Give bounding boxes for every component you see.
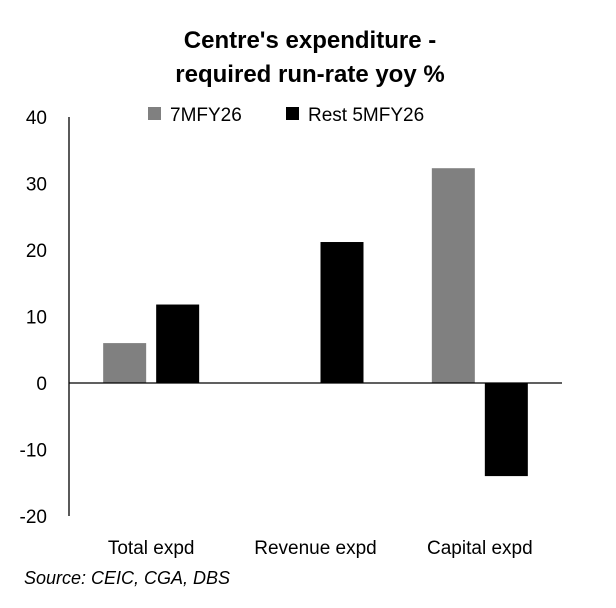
bar-rest-5mfy26-total-expd <box>156 304 200 383</box>
legend-swatch-rest-5mfy26 <box>286 107 299 120</box>
bars <box>103 168 528 477</box>
y-tick-label: 20 <box>26 241 47 262</box>
y-tick-label: 40 <box>26 108 47 129</box>
source-note: Source: CEIC, CGA, DBS <box>24 568 230 588</box>
legend-swatch-7mfy26 <box>148 107 161 120</box>
x-category-label: Revenue expd <box>254 538 377 559</box>
bar-7mfy26-total-expd <box>103 343 147 383</box>
bar-rest-5mfy26-capital-expd <box>484 383 528 477</box>
y-tick-label: -20 <box>20 507 47 528</box>
y-axis: -20 -10 0 10 20 30 40 <box>20 108 70 528</box>
x-axis: Total expd Revenue expd Capital expd <box>69 382 562 559</box>
y-tick-label: 0 <box>36 374 47 395</box>
x-category-label: Total expd <box>108 538 195 559</box>
x-category-label: Capital expd <box>427 538 533 559</box>
bar-7mfy26-capital-expd <box>431 168 475 383</box>
legend-label-7mfy26: 7MFY26 <box>170 105 242 126</box>
bar-rest-5mfy26-revenue-expd <box>320 242 364 383</box>
legend: 7MFY26 Rest 5MFY26 <box>148 105 424 126</box>
chart-title-line-1: Centre's expenditure - <box>184 27 436 54</box>
y-tick-label: 30 <box>26 175 47 196</box>
y-tick-label: -10 <box>20 441 47 462</box>
legend-label-rest-5mfy26: Rest 5MFY26 <box>308 105 424 126</box>
chart-title-line-2: required run-rate yoy % <box>175 61 444 88</box>
y-tick-label: 10 <box>26 308 47 329</box>
